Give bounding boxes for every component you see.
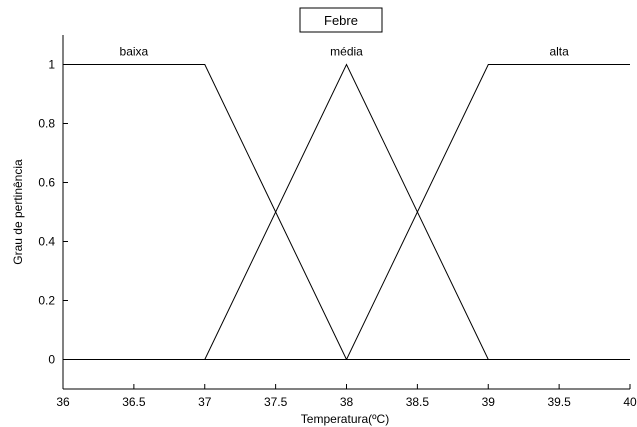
x-tick-label: 40 [623, 395, 637, 409]
y-tick-label: 1 [48, 58, 55, 72]
x-tick-label: 36.5 [122, 395, 146, 409]
series-label-1: média [330, 45, 363, 59]
x-tick-label: 36 [56, 395, 70, 409]
series-line-2 [63, 64, 630, 360]
x-tick-label: 37 [198, 395, 212, 409]
x-tick-label: 39.5 [547, 395, 571, 409]
x-tick-label: 38 [340, 395, 354, 409]
x-ticks: 36 36.5 37 37.5 38 38.5 39 39.5 40 [56, 384, 637, 409]
x-tick-label: 38.5 [406, 395, 430, 409]
title-box [299, 7, 383, 33]
series-line-1 [63, 63, 630, 360]
y-tick-label: 0.6 [38, 176, 55, 190]
y-tick-label: 0.2 [38, 294, 55, 308]
series-label-0: baixa [120, 45, 149, 59]
series-label-2: alta [549, 45, 569, 59]
y-tick-label: 0 [48, 353, 55, 367]
y-ticks: 0 0.2 0.4 0.6 0.8 1 [38, 58, 68, 367]
series-line-0 [63, 64, 630, 360]
series-labels: baixa média alta [120, 45, 570, 59]
x-tick-label: 37.5 [264, 395, 288, 409]
y-tick-label: 0.8 [38, 117, 55, 131]
y-axis-label: Grau de pertinência [11, 159, 25, 265]
series-lines [63, 63, 630, 360]
chart-title-box: Febre [299, 7, 383, 33]
y-tick-label: 0.4 [38, 235, 55, 249]
chart-axes [62, 35, 630, 390]
x-tick-label: 39 [482, 395, 496, 409]
chart-title: Febre [324, 13, 358, 28]
x-axis-label: Temperatura(ºC) [301, 412, 389, 426]
